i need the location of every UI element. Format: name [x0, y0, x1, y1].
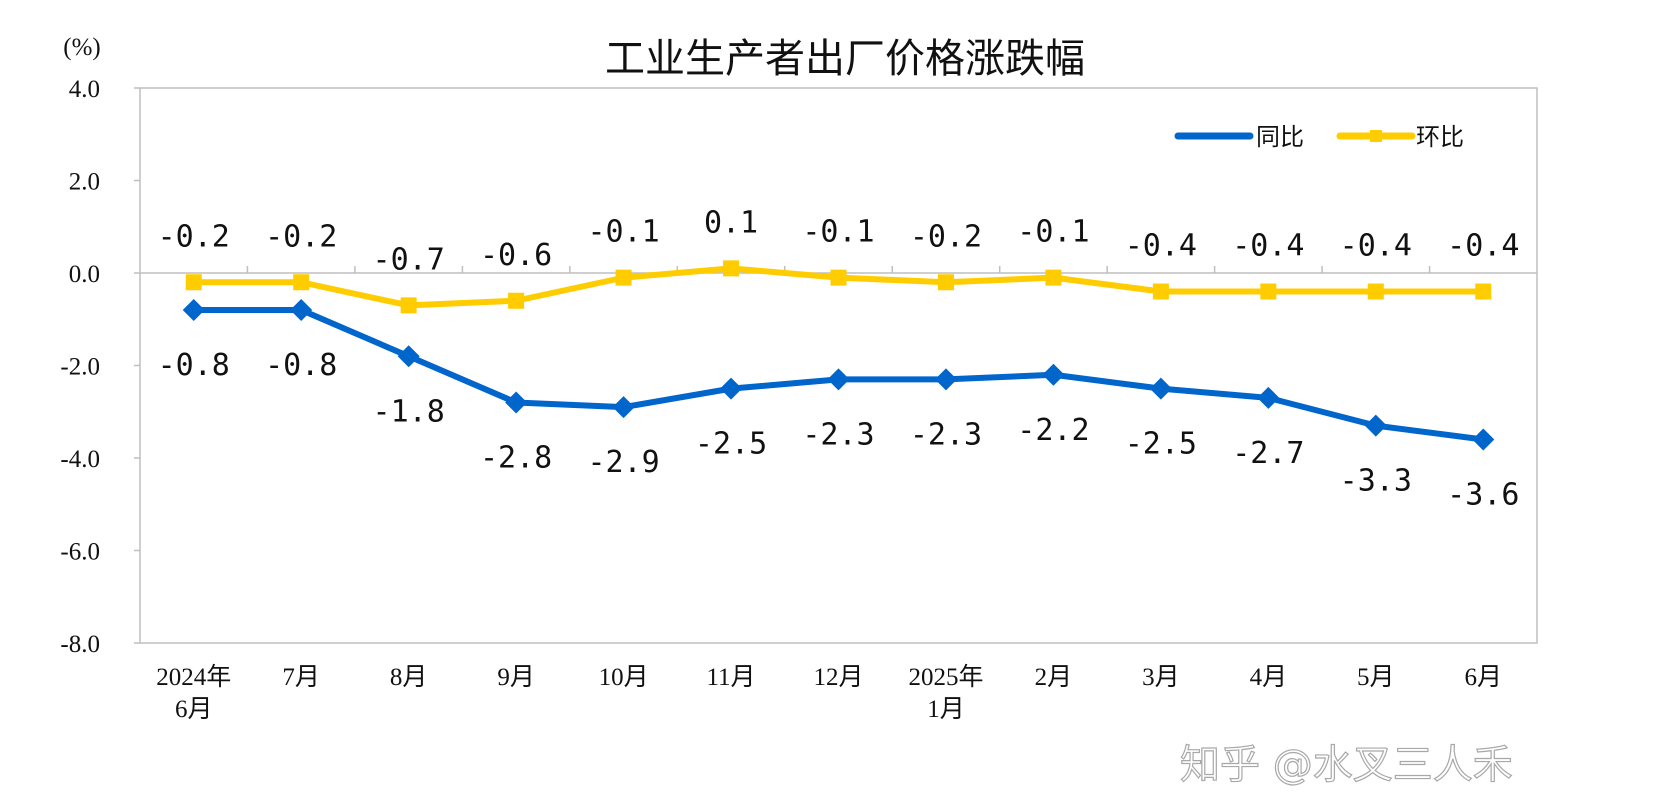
data-point-mom [293, 274, 310, 291]
data-point-yoy [1472, 428, 1495, 451]
data-label-yoy: -0.8 [265, 348, 337, 383]
data-label-yoy: -2.8 [480, 441, 552, 476]
chart-title: 工业生产者出厂价格涨跌幅 [605, 36, 1085, 82]
data-label-yoy: -2.7 [1232, 436, 1304, 471]
x-tick-label: 9月 [497, 664, 535, 691]
data-label-mom: -0.4 [1447, 229, 1519, 264]
data-point-yoy [827, 368, 850, 391]
data-label-mom: -0.1 [1017, 215, 1089, 250]
data-label-yoy: -0.8 [158, 348, 230, 383]
data-label-mom: -0.6 [480, 238, 552, 273]
y-tick-label: -2.0 [60, 354, 100, 381]
data-label-mom: -0.2 [265, 219, 337, 254]
data-label-yoy: -2.5 [1125, 427, 1197, 462]
data-point-yoy [934, 368, 957, 391]
data-point-yoy [505, 391, 528, 414]
x-tick-label: 5月 [1357, 664, 1395, 691]
data-point-yoy [182, 299, 205, 321]
data-label-mom: -0.2 [158, 219, 230, 254]
plot-area [139, 87, 1538, 644]
data-label-yoy: -2.2 [1017, 413, 1089, 448]
data-point-mom [1260, 283, 1277, 300]
data-point-yoy [612, 396, 635, 419]
y-axis-unit: (%) [63, 34, 100, 61]
watermark: 知乎 @水叉三人禾 [1180, 742, 1513, 788]
data-point-mom [723, 260, 740, 277]
x-tick-label: 11月 [706, 664, 755, 691]
data-point-yoy [1042, 363, 1065, 386]
data-point-yoy [290, 299, 313, 321]
data-point-yoy [720, 377, 743, 400]
data-label-mom: -0.4 [1340, 229, 1412, 264]
data-label-mom: -0.1 [587, 215, 659, 250]
legend-marker-mom [1370, 130, 1382, 142]
data-label-yoy: -3.3 [1340, 464, 1412, 499]
x-tick-label: 6月 [1465, 664, 1503, 691]
legend-label-yoy: 同比 [1256, 123, 1304, 151]
x-tick-label: 2月 [1035, 664, 1073, 691]
data-label-mom: -0.4 [1232, 229, 1304, 264]
x-tick-label: 2025年 1月 [908, 663, 983, 723]
data-label-yoy: -3.6 [1447, 478, 1519, 513]
data-label-mom: -0.4 [1125, 229, 1197, 264]
data-point-mom [1152, 283, 1169, 300]
x-tick-label: 10月 [599, 664, 649, 691]
data-point-mom [830, 269, 847, 286]
data-point-mom [400, 297, 417, 314]
data-label-mom: 0.1 [704, 205, 758, 240]
data-point-yoy [1149, 377, 1172, 400]
data-label-mom: -0.2 [910, 219, 982, 254]
data-label-yoy: -2.3 [802, 417, 874, 452]
x-tick-label: 2024年 6月 [156, 663, 231, 723]
data-point-mom [1367, 283, 1384, 300]
data-point-mom [1045, 269, 1062, 286]
data-point-mom [508, 292, 525, 309]
x-tick-label: 3月 [1142, 664, 1180, 691]
y-tick-label: -6.0 [60, 539, 100, 566]
data-point-mom [615, 269, 632, 286]
y-tick-label: -8.0 [60, 631, 100, 658]
data-point-mom [185, 274, 202, 291]
legend: 同比 环比 [1174, 123, 1464, 151]
data-label-mom: -0.1 [802, 215, 874, 250]
legend-label-mom: 环比 [1416, 123, 1464, 151]
x-tick-label: 8月 [390, 664, 428, 691]
data-label-yoy: -2.9 [587, 445, 659, 480]
data-label-yoy: -1.8 [373, 394, 445, 429]
data-point-yoy [1364, 414, 1387, 437]
y-tick-label: 2.0 [69, 169, 100, 196]
data-label-mom: -0.7 [373, 242, 445, 277]
x-tick-label: 12月 [813, 664, 863, 691]
x-tick-label: 7月 [282, 664, 320, 691]
y-tick-label: 4.0 [69, 76, 100, 103]
x-tick-label: 4月 [1250, 664, 1288, 691]
data-point-mom [937, 274, 954, 291]
data-point-yoy [1257, 386, 1280, 409]
data-label-yoy: -2.3 [910, 417, 982, 452]
y-tick-label: 0.0 [69, 261, 100, 288]
data-label-yoy: -2.5 [695, 427, 767, 462]
y-tick-label: -4.0 [60, 446, 100, 473]
data-point-yoy [397, 345, 420, 368]
data-point-mom [1475, 283, 1492, 300]
